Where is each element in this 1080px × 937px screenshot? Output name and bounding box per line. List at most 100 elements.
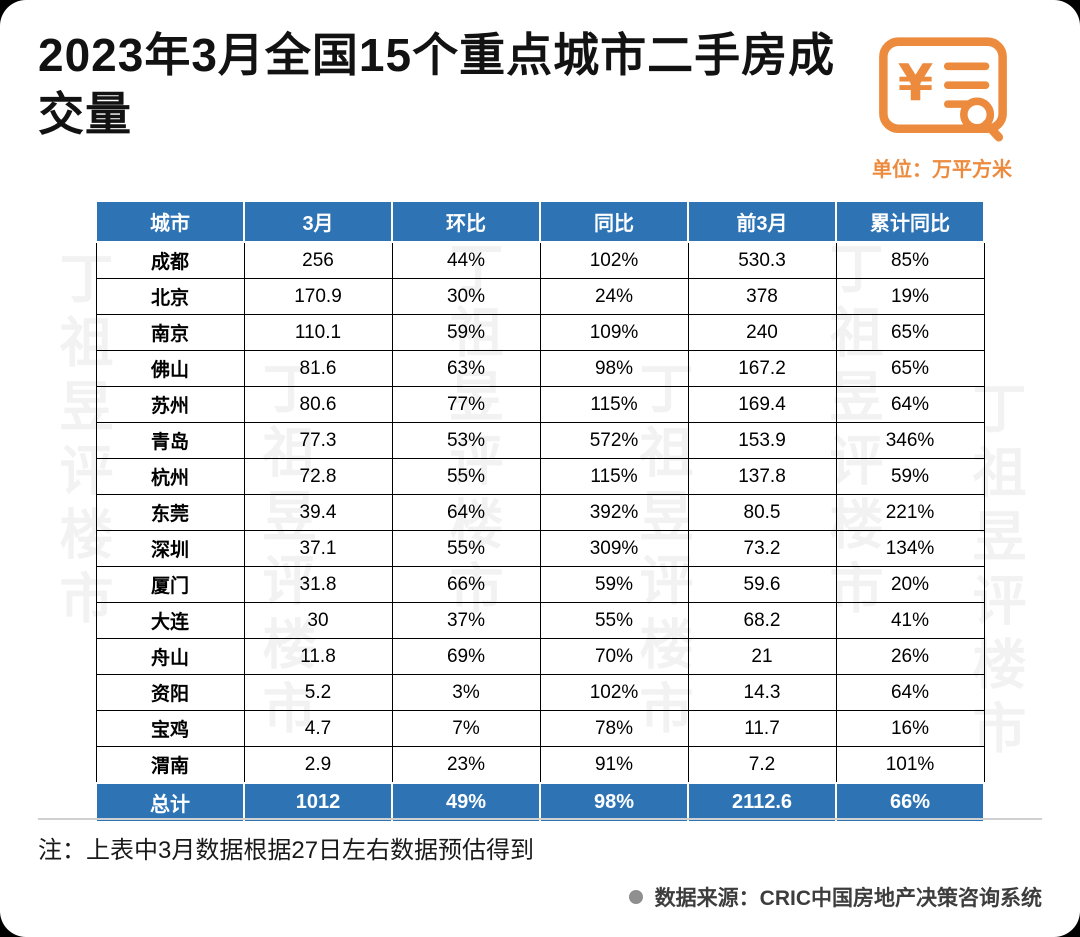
value-cell: 21	[687, 638, 837, 675]
city-cell: 南京	[95, 314, 245, 351]
table-row: 北京 170.9 30% 24% 378 19%	[95, 278, 985, 315]
table-header-row: 城市 3月 环比 同比 前3月 累计同比	[95, 200, 985, 243]
value-cell: 153.9	[687, 422, 837, 459]
value-cell: 7%	[391, 710, 541, 747]
value-cell: 55%	[391, 530, 541, 567]
value-cell: 37%	[391, 602, 541, 639]
column-header: 环比	[391, 200, 541, 243]
value-cell: 256	[243, 241, 393, 279]
value-cell: 221%	[835, 494, 985, 531]
table-row: 成都 256 44% 102% 530.3 85%	[95, 241, 985, 279]
column-header: 3月	[243, 200, 393, 243]
column-header: 同比	[539, 200, 689, 243]
value-cell: 346%	[835, 422, 985, 459]
svg-text:¥: ¥	[898, 54, 934, 113]
data-table: 城市 3月 环比 同比 前3月 累计同比 成都 256 44% 102% 530.3 85% 北京 17…	[95, 200, 985, 823]
total-value-cell: 2112.6	[687, 782, 837, 823]
value-cell: 64%	[835, 674, 985, 711]
value-cell: 98%	[539, 350, 689, 387]
value-cell: 85%	[835, 241, 985, 279]
value-cell: 59%	[835, 458, 985, 495]
value-cell: 392%	[539, 494, 689, 531]
value-cell: 78%	[539, 710, 689, 747]
yuan-receipt-search-icon: ¥	[874, 36, 1012, 142]
total-label-cell: 总计	[95, 782, 245, 823]
table-row: 南京 110.1 59% 109% 240 65%	[95, 314, 985, 351]
value-cell: 26%	[835, 638, 985, 675]
value-cell: 115%	[539, 386, 689, 423]
city-cell: 舟山	[95, 638, 245, 675]
bullet-dot-icon	[628, 890, 643, 904]
value-cell: 101%	[835, 746, 985, 784]
value-cell: 137.8	[687, 458, 837, 495]
table-row: 舟山 11.8 69% 70% 21 26%	[95, 638, 985, 675]
value-cell: 3%	[391, 674, 541, 711]
page-title: 2023年3月全国15个重点城市二手房成交量	[38, 29, 836, 140]
table-row: 杭州 72.8 55% 115% 137.8 59%	[95, 458, 985, 495]
value-cell: 63%	[391, 350, 541, 387]
city-cell: 东莞	[95, 494, 245, 531]
value-cell: 109%	[539, 314, 689, 351]
value-cell: 64%	[835, 386, 985, 423]
value-cell: 110.1	[243, 314, 393, 351]
value-cell: 2.9	[243, 746, 393, 784]
value-cell: 77%	[391, 386, 541, 423]
divider-line	[38, 818, 1042, 820]
table-row: 厦门 31.8 66% 59% 59.6 20%	[95, 566, 985, 603]
column-header: 前3月	[687, 200, 837, 243]
table-row: 宝鸡 4.7 7% 78% 11.7 16%	[95, 710, 985, 747]
value-cell: 378	[687, 278, 837, 315]
total-value-cell: 66%	[835, 782, 985, 823]
total-value-cell: 49%	[391, 782, 541, 823]
value-cell: 72.8	[243, 458, 393, 495]
city-cell: 大连	[95, 602, 245, 639]
city-cell: 北京	[95, 278, 245, 315]
value-cell: 134%	[835, 530, 985, 567]
value-cell: 37.1	[243, 530, 393, 567]
value-cell: 30	[243, 602, 393, 639]
city-cell: 深圳	[95, 530, 245, 567]
value-cell: 44%	[391, 241, 541, 279]
column-header: 城市	[95, 200, 245, 243]
value-cell: 70%	[539, 638, 689, 675]
city-cell: 宝鸡	[95, 710, 245, 747]
city-cell: 成都	[95, 241, 245, 279]
city-cell: 佛山	[95, 350, 245, 387]
value-cell: 102%	[539, 241, 689, 279]
value-cell: 240	[687, 314, 837, 351]
value-cell: 69%	[391, 638, 541, 675]
value-cell: 309%	[539, 530, 689, 567]
value-cell: 16%	[835, 710, 985, 747]
unit-label: 单位：万平方米	[872, 159, 1012, 181]
value-cell: 59.6	[687, 566, 837, 603]
value-cell: 41%	[835, 602, 985, 639]
table-row: 深圳 37.1 55% 309% 73.2 134%	[95, 530, 985, 567]
table-row: 渭南 2.9 23% 91% 7.2 101%	[95, 746, 985, 784]
value-cell: 55%	[539, 602, 689, 639]
city-cell: 厦门	[95, 566, 245, 603]
value-cell: 64%	[391, 494, 541, 531]
value-cell: 59%	[539, 566, 689, 603]
value-cell: 59%	[391, 314, 541, 351]
table-body: 成都 256 44% 102% 530.3 85% 北京 170.9 30% 24% 378 19% 南…	[95, 241, 985, 784]
city-cell: 资阳	[95, 674, 245, 711]
city-cell: 杭州	[95, 458, 245, 495]
value-cell: 4.7	[243, 710, 393, 747]
note-text: 注：上表中3月数据根据27日左右数据预估得到	[38, 837, 535, 864]
value-cell: 24%	[539, 278, 689, 315]
value-cell: 11.8	[243, 638, 393, 675]
value-cell: 31.8	[243, 566, 393, 603]
source-line: 数据来源：CRIC中国房地产决策咨询系统	[628, 882, 1042, 912]
table-row: 资阳 5.2 3% 102% 14.3 64%	[95, 674, 985, 711]
total-value-cell: 98%	[539, 782, 689, 823]
value-cell: 572%	[539, 422, 689, 459]
table-row: 苏州 80.6 77% 115% 169.4 64%	[95, 386, 985, 423]
table-row: 青岛 77.3 53% 572% 153.9 346%	[95, 422, 985, 459]
value-cell: 55%	[391, 458, 541, 495]
column-header: 累计同比	[835, 200, 985, 243]
value-cell: 77.3	[243, 422, 393, 459]
city-cell: 青岛	[95, 422, 245, 459]
value-cell: 170.9	[243, 278, 393, 315]
header-right: ¥ 单位：万平方米	[862, 36, 1012, 182]
